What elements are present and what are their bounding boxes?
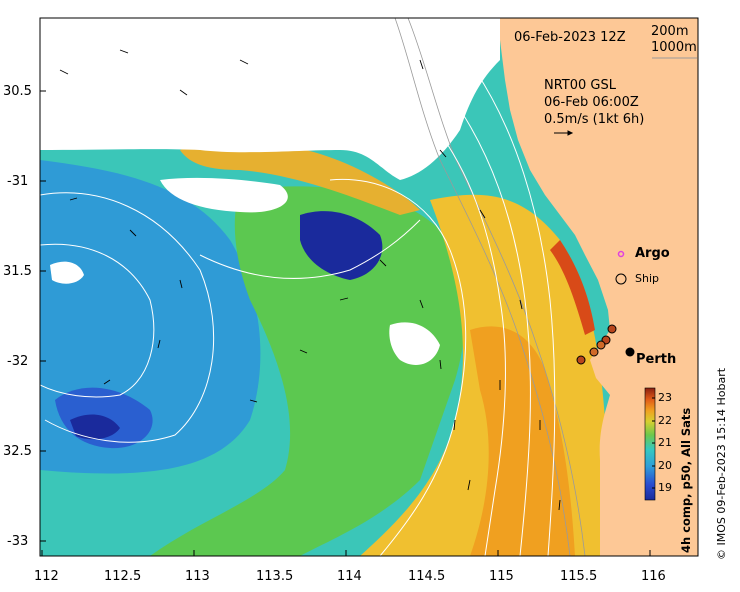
city-label-perth: Perth bbox=[636, 352, 677, 367]
colorbar-title: 4h comp, p50, All Sats bbox=[679, 407, 693, 553]
ship-legend-label: Ship bbox=[635, 272, 659, 285]
x-tick-113-5: 113.5 bbox=[256, 569, 294, 584]
isobath-lines bbox=[394, 18, 586, 556]
y-tick-31-5: 31.5 bbox=[3, 264, 32, 279]
colorbar-tick-23: 23 bbox=[658, 391, 672, 404]
argo-legend-marker bbox=[617, 250, 625, 258]
y-tick-31: -31 bbox=[7, 174, 29, 189]
x-tick-115: 115 bbox=[489, 569, 514, 584]
current-source: NRT00 GSL bbox=[544, 78, 616, 93]
colorbar-ticks bbox=[652, 397, 655, 489]
coastal-orange bbox=[470, 326, 575, 556]
current-vectors bbox=[59, 49, 561, 511]
colorbar-tick-22: 22 bbox=[658, 414, 672, 427]
axis-ticks bbox=[40, 90, 651, 556]
isobath-label-1000m: 1000m bbox=[651, 40, 697, 55]
y-tick-30-5: 30.5 bbox=[3, 84, 32, 99]
northern-orange-strip bbox=[180, 141, 420, 215]
coastal-red bbox=[550, 240, 595, 335]
current-scale: 0.5m/s (1kt 6h) bbox=[544, 112, 645, 127]
argo-legend-label: Argo bbox=[635, 246, 670, 261]
cloud-mask-west bbox=[50, 261, 84, 284]
x-tick-115-5: 115.5 bbox=[560, 569, 598, 584]
colorbar-tick-19: 19 bbox=[658, 481, 672, 494]
mid-green-band bbox=[150, 186, 465, 556]
cloud-mask-center bbox=[160, 177, 288, 213]
x-tick-114: 114 bbox=[337, 569, 362, 584]
colorbar bbox=[644, 387, 656, 501]
current-scale-arrow bbox=[554, 130, 574, 136]
colorbar-tick-21: 21 bbox=[658, 436, 672, 449]
ssh-contours bbox=[40, 69, 556, 556]
x-tick-116: 116 bbox=[641, 569, 666, 584]
isobath-label-200m: 200m bbox=[651, 24, 689, 39]
cloud-mask-north bbox=[40, 18, 500, 180]
y-tick-32: -32 bbox=[7, 354, 29, 369]
cold-blob bbox=[300, 211, 383, 280]
current-time: 06-Feb 06:00Z bbox=[544, 95, 639, 110]
cold-eddy-darkest bbox=[70, 414, 120, 440]
x-tick-112: 112 bbox=[34, 569, 59, 584]
perth-marker bbox=[625, 347, 635, 357]
y-tick-32-5: 32.5 bbox=[3, 444, 32, 459]
x-tick-113: 113 bbox=[185, 569, 210, 584]
ship-positions bbox=[576, 324, 617, 365]
imos-credit: © IMOS 09-Feb-2023 15:14 Hobart bbox=[715, 367, 728, 560]
cloud-mask-mid bbox=[389, 322, 440, 365]
ship-legend-marker bbox=[615, 273, 627, 285]
date-title: 06-Feb-2023 12Z bbox=[514, 30, 626, 45]
plot-frame bbox=[39, 17, 699, 557]
y-tick-33: -33 bbox=[7, 534, 29, 549]
colorbar-tick-20: 20 bbox=[658, 459, 672, 472]
x-tick-112-5: 112.5 bbox=[104, 569, 142, 584]
x-tick-114-5: 114.5 bbox=[408, 569, 446, 584]
